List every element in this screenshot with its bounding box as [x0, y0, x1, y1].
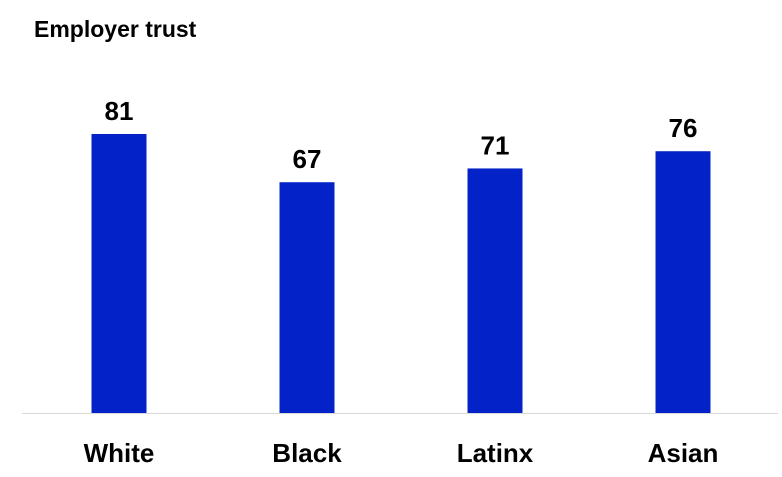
bar-latinx	[467, 168, 523, 413]
data-label-white: 81	[105, 96, 134, 126]
bars-layer	[91, 134, 711, 413]
data-label-asian: 76	[669, 113, 698, 143]
bar-white	[91, 134, 147, 413]
bar-asian	[655, 151, 711, 413]
bar-black	[279, 182, 335, 413]
chart-title: Employer trust	[34, 16, 197, 42]
category-label-black: Black	[272, 438, 342, 468]
category-label-latinx: Latinx	[457, 438, 534, 468]
category-label-asian: Asian	[648, 438, 719, 468]
labels-layer: 81 White 67 Black 71 Latinx 76 Asian	[84, 96, 719, 468]
category-label-white: White	[84, 438, 155, 468]
data-label-black: 67	[293, 144, 322, 174]
data-label-latinx: 71	[481, 130, 510, 160]
